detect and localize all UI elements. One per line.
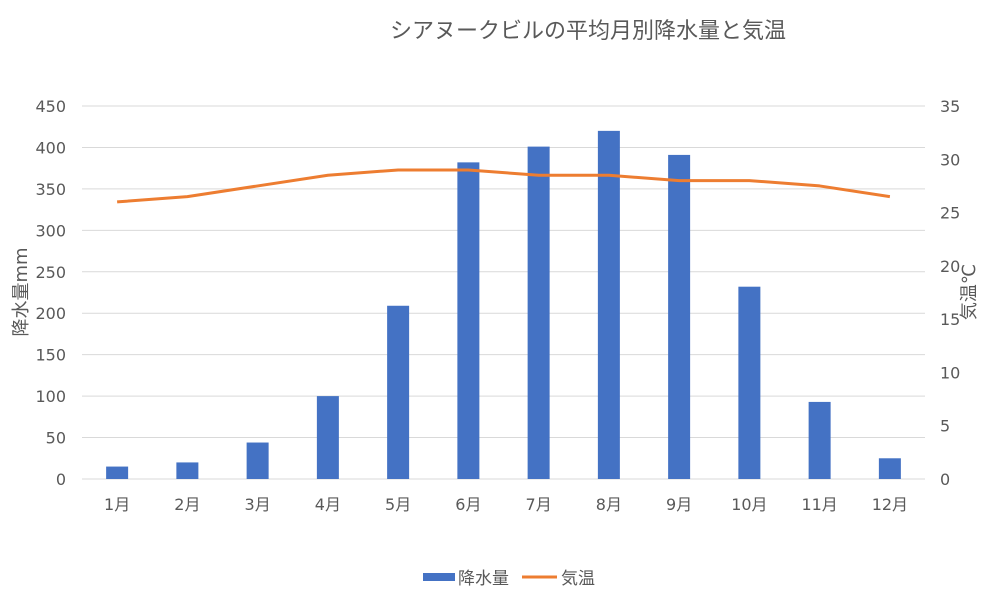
right-tick-label: 15 (940, 310, 960, 329)
x-tick-label: 8月 (596, 495, 622, 514)
x-tick-label: 6月 (455, 495, 481, 514)
bar-precipitation (316, 396, 339, 479)
x-tick-label: 2月 (174, 495, 200, 514)
x-tick-label: 12月 (872, 495, 908, 514)
left-tick-label: 100 (35, 387, 66, 406)
bar-precipitation (808, 401, 831, 479)
x-axis-ticks: 1月 2月 3月 4月 5月 6月 7月 8月 9月 10月 11月 12月 (104, 495, 908, 514)
right-axis-label: 気温℃ (959, 264, 980, 320)
left-axis-label: 降水量mm (11, 247, 32, 336)
legend-swatch-precipitation (423, 573, 455, 581)
bar-precipitation (106, 466, 129, 479)
bar-precipitation (246, 442, 269, 479)
right-tick-label: 5 (940, 417, 950, 436)
right-tick-label: 25 (940, 204, 960, 223)
right-tick-label: 0 (940, 470, 950, 489)
right-axis-ticks: 0 5 10 15 20 25 30 35 (940, 97, 960, 489)
temperature-line (117, 168, 891, 204)
bar-precipitation (176, 462, 199, 479)
left-tick-label: 450 (35, 97, 66, 116)
right-tick-label: 20 (940, 257, 960, 276)
gridlines (82, 105, 925, 480)
legend-label-precipitation: 降水量 (458, 569, 509, 589)
left-tick-label: 350 (35, 180, 66, 199)
bar-precipitation (457, 162, 480, 479)
left-tick-label: 0 (56, 470, 66, 489)
legend: 降水量 気温 (423, 569, 595, 589)
bar-precipitation (668, 154, 691, 479)
x-tick-label: 1月 (104, 495, 130, 514)
left-tick-label: 50 (46, 429, 66, 448)
x-tick-label: 5月 (385, 495, 411, 514)
x-tick-label: 7月 (526, 495, 552, 514)
left-tick-label: 300 (35, 221, 66, 240)
left-tick-label: 200 (35, 304, 66, 323)
x-tick-label: 10月 (731, 495, 767, 514)
right-tick-label: 30 (940, 150, 960, 169)
left-axis-ticks: 0 50 100 150 200 250 300 350 400 450 (35, 97, 66, 489)
legend-label-temperature: 気温 (561, 569, 595, 589)
x-tick-label: 4月 (315, 495, 341, 514)
chart-title: シアヌークビルの平均月別降水量と気温 (390, 19, 786, 44)
left-tick-label: 250 (35, 263, 66, 282)
precipitation-bars (106, 130, 901, 480)
right-tick-label: 10 (940, 363, 960, 382)
bar-precipitation (387, 305, 410, 479)
left-tick-label: 400 (35, 138, 66, 157)
temperature-line-layer (117, 168, 891, 204)
bar-precipitation (878, 458, 901, 479)
bar-precipitation (527, 146, 550, 480)
left-tick-label: 150 (35, 346, 66, 365)
bar-precipitation (738, 286, 761, 479)
x-tick-label: 3月 (245, 495, 271, 514)
bar-precipitation (597, 130, 620, 479)
x-tick-label: 11月 (801, 495, 837, 514)
right-tick-label: 35 (940, 97, 960, 116)
x-tick-label: 9月 (666, 495, 692, 514)
